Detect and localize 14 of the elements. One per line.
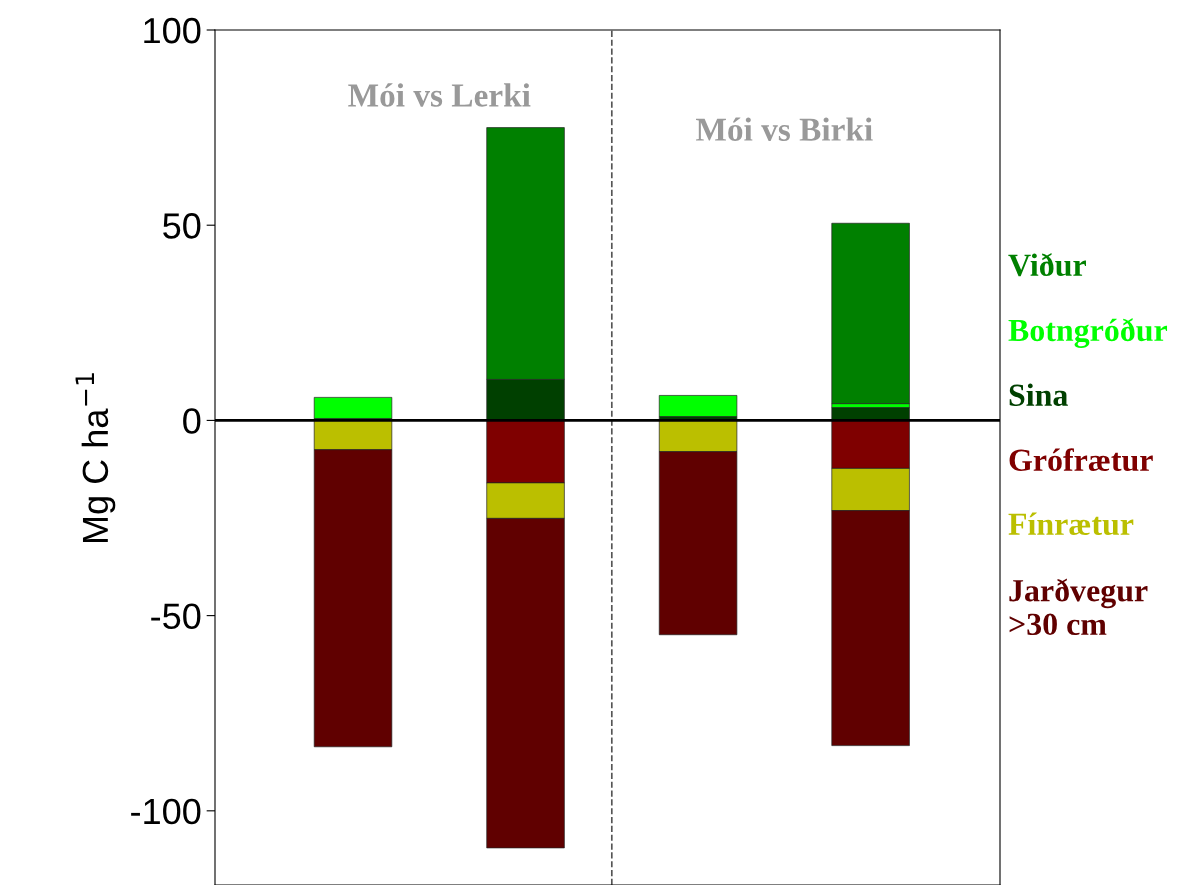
text: Viður bbox=[1008, 252, 1086, 277]
annotation: Mói vs Birki bbox=[696, 117, 873, 141]
text: Sina bbox=[1009, 383, 1068, 406]
text: Fínrætur bbox=[1008, 512, 1134, 536]
y-axis-title: Mg C ha$^{−1}$ bbox=[75, 373, 116, 543]
y-tick-label: 100 bbox=[144, 17, 201, 44]
y-tick-label: -100 bbox=[131, 798, 201, 825]
y-tick-label: 50 bbox=[163, 213, 201, 239]
text: Botngróður bbox=[1008, 318, 1168, 348]
annotation: Mói vs Lerki bbox=[348, 83, 531, 107]
text: Jarðvegur >30 cm bbox=[1009, 578, 1148, 636]
y-tick-label: 0 bbox=[183, 408, 201, 434]
text: Grófrætur bbox=[1009, 448, 1153, 472]
y-tick-label: -50 bbox=[151, 603, 201, 630]
